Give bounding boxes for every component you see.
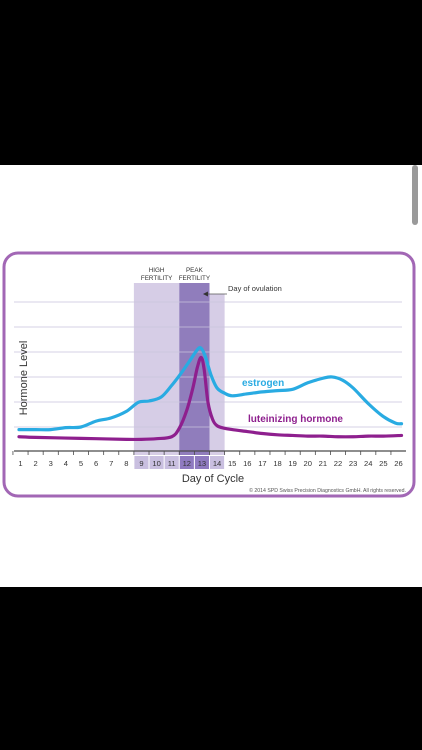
x-tick-label-25: 25 [379,459,387,468]
x-tick-label-12: 12 [183,459,191,468]
x-tick-label-14: 14 [213,459,221,468]
x-tick-label-2: 2 [34,459,38,468]
x-tick-label-3: 3 [49,459,53,468]
x-tick-label-22: 22 [334,459,342,468]
x-tick-label-13: 13 [198,459,206,468]
x-axis: 1 2 3 4 5 6 7 8 9 10 11 12 13 14 15 16 17 18 19 20 21 22 23 24 2… [12,450,406,469]
x-tick-label-4: 4 [64,459,68,468]
ovulation-arrow-head [202,291,208,297]
band-label-1-line-1: HIGH [149,267,165,274]
x-tick-label-18: 18 [273,459,281,468]
x-tick-box-14 [210,456,225,469]
x-axis-label: Day of Cycle [182,473,244,485]
series-line-luteinizing-hormone [17,355,404,442]
x-tick-label-6: 6 [94,459,98,468]
x-tick-box-9 [134,456,149,469]
x-tick-label-7: 7 [109,459,113,468]
x-tick-label-26: 26 [394,459,402,468]
x-tick-label-1: 1 [18,459,22,468]
x-tick-label-20: 20 [304,459,312,468]
band-label-1-line-2: FERTILITY [141,275,173,282]
x-tick-label-19: 19 [288,459,296,468]
scroll-indicator[interactable] [412,165,418,225]
x-tick-box-12 [179,456,194,469]
ovulation-annotation: Day of ovulation [228,284,282,293]
series-lines: estrogen luteinizing hormone [17,346,404,442]
y-axis-label: Hormone Level [18,341,30,416]
fertility-band-1 [133,283,180,455]
x-tick-label-10: 10 [152,459,160,468]
x-tick-label-8: 8 [124,459,128,468]
copyright-note: © 2014 SPD Swiss Precision Diagnostics G… [249,487,406,494]
fertility-band-3 [209,294,225,455]
chart-labels: Hormone Level Day of Cycle © 2014 SPD Sw… [18,284,406,494]
x-tick-label-11: 11 [168,459,176,468]
x-tick-label-23: 23 [349,459,357,468]
x-tick-label-15: 15 [228,459,236,468]
x-tick-box-13 [194,456,209,469]
x-tick-label-17: 17 [258,459,266,468]
x-tick-label-21: 21 [319,459,327,468]
series-label-luteinizing-hormone: luteinizing hormone [248,414,343,425]
band-label-2-line-2: FERTILITY [179,275,211,282]
x-tick-box-11 [164,456,179,469]
x-tick-label-5: 5 [79,459,83,468]
x-tick-box-10 [149,456,164,469]
series-line-estrogen [17,346,404,432]
x-tick-label-16: 16 [243,459,251,468]
series-label-estrogen: estrogen [242,378,284,389]
x-tick-label-9: 9 [139,459,143,468]
band-label-2-line-1: PEAK [186,267,204,274]
x-tick-label-24: 24 [364,459,372,468]
